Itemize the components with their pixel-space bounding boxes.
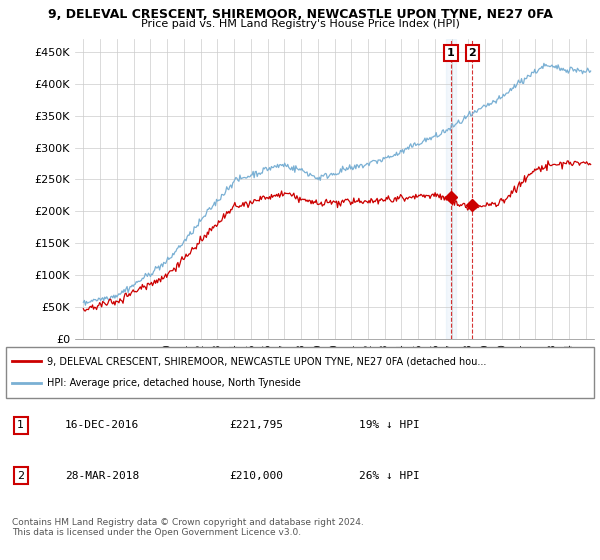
Text: 2: 2 xyxy=(17,471,24,481)
Text: 26% ↓ HPI: 26% ↓ HPI xyxy=(359,471,419,481)
Text: 16-DEC-2016: 16-DEC-2016 xyxy=(65,421,139,431)
Text: 28-MAR-2018: 28-MAR-2018 xyxy=(65,471,139,481)
Text: 19% ↓ HPI: 19% ↓ HPI xyxy=(359,421,419,431)
Text: HPI: Average price, detached house, North Tyneside: HPI: Average price, detached house, Nort… xyxy=(47,379,301,389)
Text: Price paid vs. HM Land Registry's House Price Index (HPI): Price paid vs. HM Land Registry's House … xyxy=(140,19,460,29)
Text: 9, DELEVAL CRESCENT, SHIREMOOR, NEWCASTLE UPON TYNE, NE27 0FA (detached hou...: 9, DELEVAL CRESCENT, SHIREMOOR, NEWCASTL… xyxy=(47,356,487,366)
Text: £221,795: £221,795 xyxy=(229,421,283,431)
Text: 9, DELEVAL CRESCENT, SHIREMOOR, NEWCASTLE UPON TYNE, NE27 0FA: 9, DELEVAL CRESCENT, SHIREMOOR, NEWCASTL… xyxy=(47,8,553,21)
Text: 1: 1 xyxy=(17,421,24,431)
Text: 2: 2 xyxy=(469,48,476,58)
Text: 1: 1 xyxy=(447,48,455,58)
Bar xyxy=(446,39,456,339)
Text: Contains HM Land Registry data © Crown copyright and database right 2024.
This d: Contains HM Land Registry data © Crown c… xyxy=(12,518,364,538)
FancyBboxPatch shape xyxy=(6,347,594,398)
Text: £210,000: £210,000 xyxy=(229,471,283,481)
